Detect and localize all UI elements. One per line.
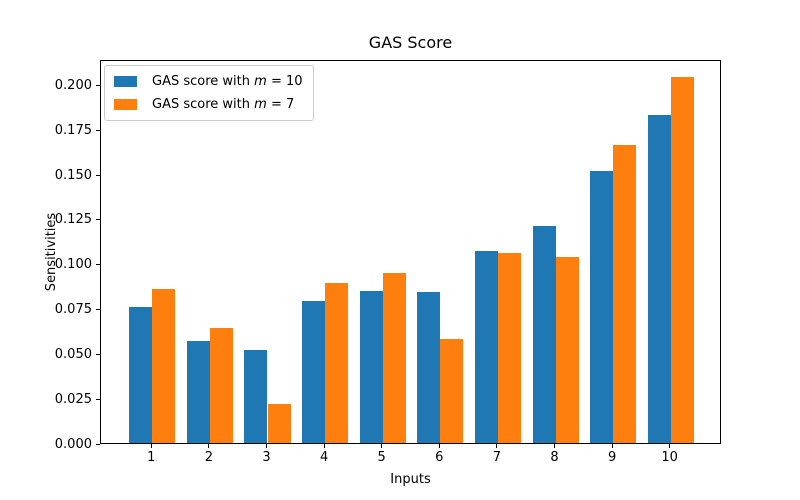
y-tick-label: 0.175 [54, 122, 92, 138]
bar-m10-input-8 [532, 226, 556, 443]
legend-swatch-m7 [114, 99, 137, 110]
x-tick-mark [554, 444, 555, 448]
x-tick-label: 1 [147, 450, 156, 465]
bar-m10-input-10 [647, 114, 671, 443]
y-tick-mark [96, 219, 100, 221]
bar-m7-input-9 [613, 145, 637, 443]
plot-area [100, 60, 721, 444]
y-tick-label: 0.200 [54, 78, 92, 93]
x-tick-label: 4 [319, 450, 329, 465]
bar-m10-input-1 [129, 306, 153, 443]
y-tick-label: 0.125 [54, 212, 92, 228]
x-tick-mark [669, 444, 671, 448]
x-tick-label: 9 [607, 450, 617, 465]
bar-m10-input-6 [417, 292, 441, 443]
y-tick-mark [96, 174, 100, 176]
bar-m10-input-7 [474, 251, 498, 443]
bar-m7-input-8 [555, 256, 579, 443]
y-tick-mark [96, 443, 100, 445]
y-tick-label: 0.100 [54, 257, 92, 273]
y-tick-label: 0.150 [54, 167, 92, 183]
x-tick-label: 6 [435, 450, 444, 465]
bar-m10-input-2 [186, 340, 210, 443]
bar-m7-input-7 [497, 253, 521, 443]
x-tick-mark [611, 444, 613, 448]
x-tick-label: 3 [262, 450, 271, 465]
y-tick-label: 0.075 [54, 302, 92, 317]
legend-item-m7: GAS score with m = 7 [114, 96, 303, 113]
y-tick-mark [96, 85, 100, 86]
legend-label-m7: GAS score with m = 7 [152, 97, 295, 112]
x-tick-label: 7 [492, 450, 502, 465]
bar-m7-input-3 [267, 403, 291, 443]
y-tick-mark [96, 264, 100, 266]
legend-item-m10: GAS score with m = 10 [114, 73, 303, 90]
x-tick-mark [150, 444, 152, 448]
bar-m10-input-5 [359, 290, 383, 443]
bar-m7-input-6 [440, 339, 464, 443]
x-axis-label: Inputs [390, 472, 431, 487]
y-tick-mark [96, 129, 100, 131]
chart-title: GAS Score [368, 33, 453, 52]
y-axis-label: Sensitivities [44, 212, 59, 292]
bar-m7-input-1 [152, 288, 176, 443]
x-tick-label: 2 [204, 450, 214, 465]
x-tick-mark [323, 444, 325, 448]
y-tick-label: 0.000 [54, 436, 92, 452]
x-tick-mark [208, 444, 210, 448]
legend-swatch-m10 [114, 76, 137, 87]
x-tick-mark [438, 444, 440, 448]
bar-m7-input-5 [382, 272, 406, 443]
bar-m7-input-10 [670, 77, 694, 443]
y-tick-label: 0.025 [54, 391, 92, 407]
x-tick-label: 5 [377, 450, 386, 465]
legend-label-m10: GAS score with m = 10 [152, 74, 303, 89]
y-tick-mark [96, 398, 100, 400]
bar-m10-input-4 [302, 301, 325, 443]
bar-m7-input-4 [325, 283, 349, 443]
x-tick-mark [381, 444, 383, 448]
bar-m10-input-9 [590, 170, 614, 443]
x-tick-mark [496, 444, 498, 448]
x-tick-label: 8 [550, 450, 559, 465]
bar-m7-input-2 [209, 328, 233, 443]
y-tick-label: 0.050 [54, 346, 92, 362]
x-tick-mark [266, 444, 267, 448]
y-tick-mark [96, 309, 100, 310]
bar-m10-input-3 [244, 349, 268, 443]
y-tick-mark [96, 353, 100, 355]
legend: GAS score with m = 10 GAS score with m = … [104, 65, 314, 121]
x-tick-label: 10 [661, 450, 678, 465]
